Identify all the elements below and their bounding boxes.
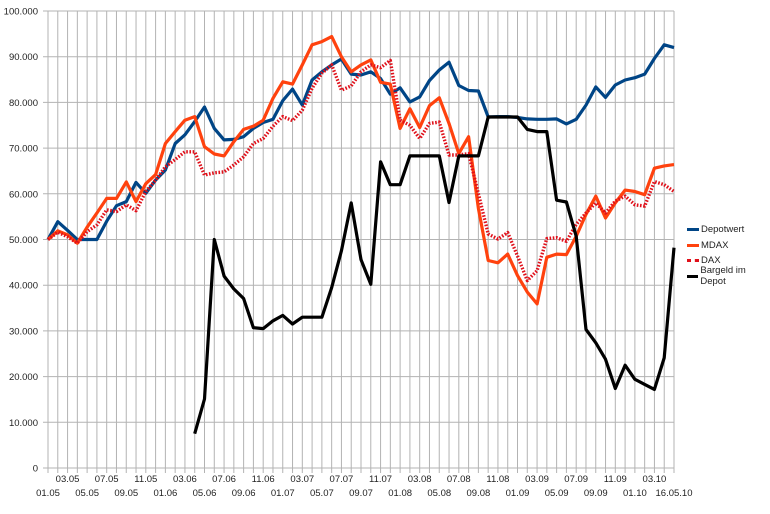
y-tick-label: 20.000 [9,372,38,383]
legend-swatch [687,228,699,232]
x-tick-label: 11.09 [604,474,627,485]
x-tick-label: 03.09 [525,474,549,485]
series-line-dax [46,58,675,283]
y-tick-label: 10.000 [9,418,38,429]
x-tick-label: 11.08 [486,474,509,485]
y-tick-label: 60.000 [9,189,38,200]
legend-label: MDAX [701,239,729,251]
legend-item-mdax: MDAX [687,238,770,254]
y-tick-label: 0 [33,464,38,475]
legend-item-depotwert: Depotwert [687,222,770,238]
x-tick-label: 11.05 [134,474,157,485]
x-tick-label: 03.07 [290,474,314,485]
x-tick-label: 03.06 [173,474,197,485]
series-line-mdax [46,35,675,306]
x-tick-label: 07.09 [564,474,588,485]
x-tick-label: 11.06 [252,474,275,485]
x-tick-label: 09.07 [349,488,373,499]
y-tick-label: 30.000 [9,326,38,337]
y-tick-label: 50.000 [9,235,38,246]
y-tick-label: 70.000 [9,144,38,155]
x-tick-label: 07.08 [447,474,471,485]
x-tick-label: 09.08 [466,488,490,499]
y-tick-label: 40.000 [9,281,38,292]
x-tick-label: 07.06 [212,474,236,485]
x-tick-label: 01.10 [623,488,647,499]
y-tick-label: 80.000 [9,98,38,109]
legend-label: Bargeld im Depot [700,265,746,288]
y-tick-label: 90.000 [9,52,38,63]
x-tick-label: 01.09 [506,488,530,499]
x-tick-label: 01.08 [388,488,412,499]
legend-swatch [687,243,699,247]
x-tick-label: 01.07 [271,488,295,499]
x-tick-label: 03.08 [408,474,432,485]
y-axis: 0 10.000 20.000 30.000 40.000 50.000 60.000 70.… [4,7,38,475]
legend-label: DAX [701,255,721,267]
x-tick-label: 01.05 [36,488,60,499]
grid [43,10,675,473]
legend-label: Depotwert [701,224,745,236]
series-line-bargeld-im-depot [193,115,676,435]
x-tick-label: 01.06 [153,488,177,499]
x-tick-label: 09.09 [584,488,608,499]
x-tick-label: 05.06 [193,488,217,499]
x-tick-label: 05.09 [545,488,569,499]
series-lines [46,35,676,435]
x-tick-label: 16.05.10 [656,488,693,499]
x-axis: 01.05 03.05 05.05 07.05 09.05 11.05 01.06 03.06… [36,474,692,499]
x-tick-label: 07.07 [330,474,354,485]
x-tick-label: 03.05 [56,474,80,485]
legend-swatch [687,274,699,278]
x-tick-label: 05.07 [310,488,334,499]
x-tick-label: 05.05 [75,488,99,499]
x-tick-label: 11.07 [369,474,392,485]
x-tick-label: 09.06 [232,488,256,499]
legend-item-dax: DAX [687,253,770,269]
x-tick-label: 03.10 [643,474,667,485]
x-tick-label: 07.05 [95,474,119,485]
legend: Depotwert MDAX DAX Bargeld im Depot [687,222,770,287]
y-tick-label: 100.000 [4,7,38,18]
x-tick-label: 09.05 [114,488,138,499]
legend-swatch [687,259,699,263]
x-tick-label: 05.08 [427,488,451,499]
legend-item-bargeld: Bargeld im Depot [687,265,770,287]
